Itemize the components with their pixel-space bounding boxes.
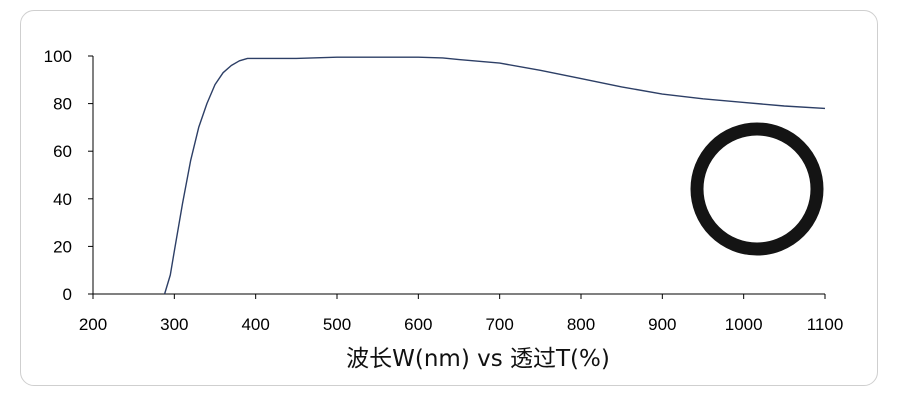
ring-shape [690,122,824,256]
x-tick-label: 1100 [807,315,844,334]
x-tick-label: 800 [567,315,595,334]
y-axis-ticks: 0 20 40 60 80 100 [44,47,93,304]
x-axis-title: 波长W(nm) vs 透过T(%) [346,346,610,372]
series-layer [163,56,826,295]
x-tick-label: 600 [404,315,432,334]
y-tick-label: 80 [53,95,72,114]
y-tick-label: 100 [44,47,72,66]
y-tick-label: 60 [53,142,72,161]
x-tick-label: 200 [79,315,107,334]
x-tick-label: 1000 [725,315,763,334]
chart-card [20,10,878,386]
y-tick-label: 40 [53,190,72,209]
y-tick-label: 20 [53,237,72,256]
series-line [163,56,826,295]
x-tick-label: 500 [323,315,351,334]
y-tick-label: 0 [63,285,72,304]
x-axis-ticks: 200 300 400 500 600 700 800 900 1000 1100 [79,294,843,334]
ring-icon [690,122,824,256]
x-tick-label: 300 [160,315,188,334]
x-tick-label: 400 [241,315,269,334]
axes [92,56,825,295]
x-tick-label: 900 [648,315,676,334]
x-tick-label: 700 [485,315,513,334]
